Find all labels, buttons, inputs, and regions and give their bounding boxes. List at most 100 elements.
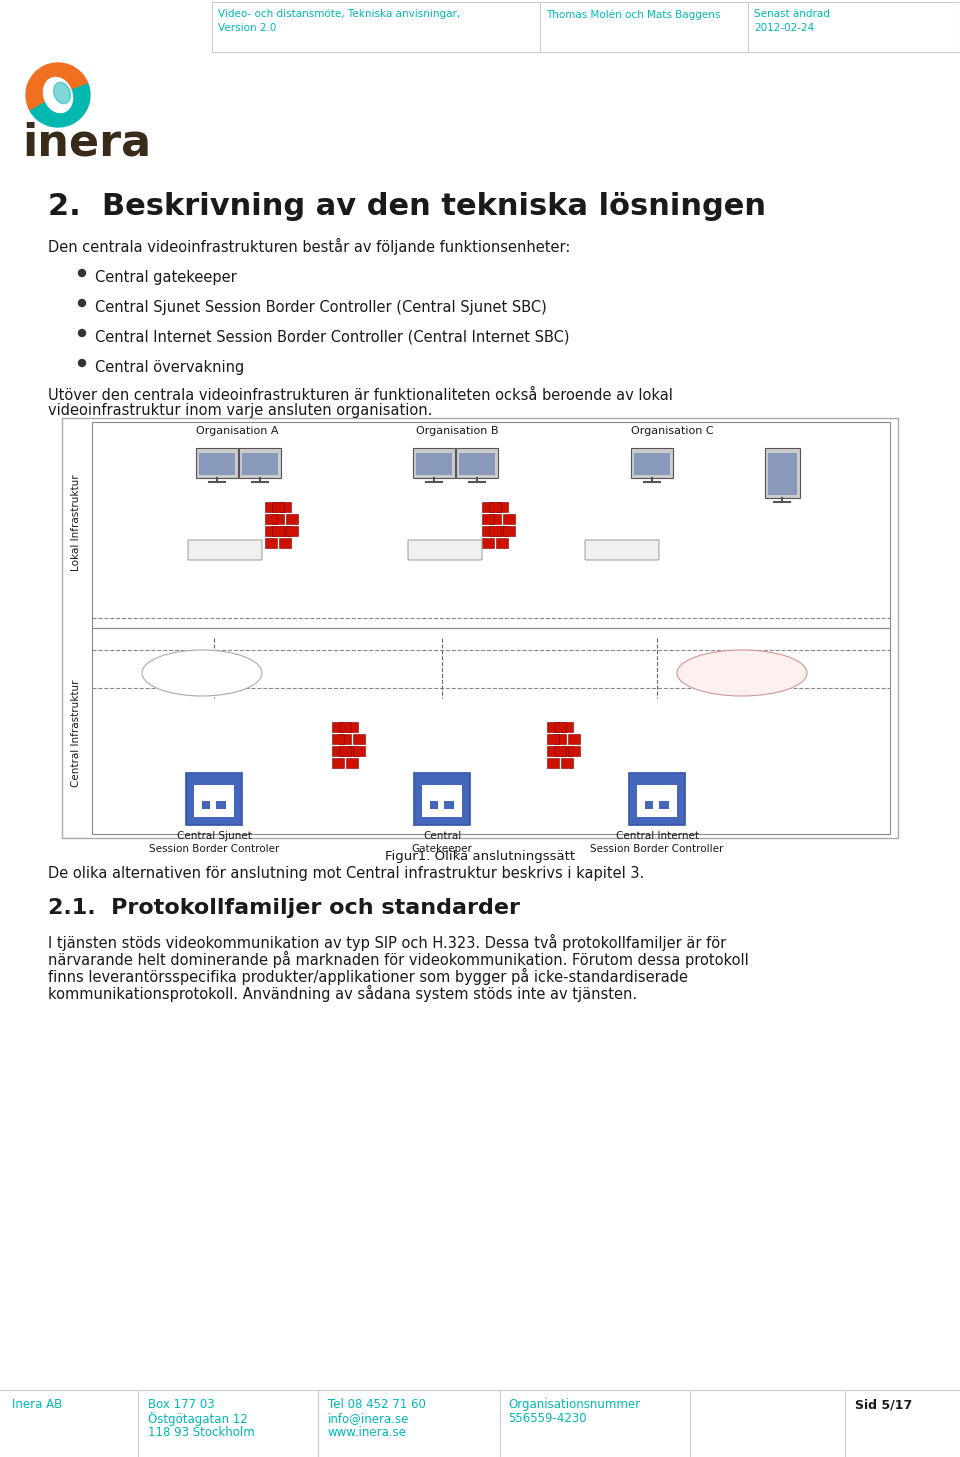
Text: Senast ändrad
2012-02-24: Senast ändrad 2012-02-24 bbox=[754, 9, 829, 34]
FancyBboxPatch shape bbox=[554, 734, 566, 745]
FancyBboxPatch shape bbox=[265, 514, 277, 525]
FancyBboxPatch shape bbox=[629, 774, 685, 825]
Circle shape bbox=[79, 300, 85, 306]
Text: Gatekeeper: Gatekeeper bbox=[415, 541, 475, 551]
FancyBboxPatch shape bbox=[547, 758, 559, 768]
FancyBboxPatch shape bbox=[92, 628, 890, 833]
Text: Central Internet Session Border Controller (Central Internet SBC): Central Internet Session Border Controll… bbox=[95, 329, 569, 345]
Text: Central Sjunet: Central Sjunet bbox=[177, 830, 252, 841]
FancyBboxPatch shape bbox=[489, 526, 501, 536]
FancyBboxPatch shape bbox=[279, 503, 291, 511]
FancyBboxPatch shape bbox=[186, 774, 242, 825]
FancyBboxPatch shape bbox=[631, 447, 673, 478]
FancyBboxPatch shape bbox=[456, 447, 498, 478]
Text: Sjunet: Sjunet bbox=[182, 659, 222, 672]
FancyBboxPatch shape bbox=[279, 526, 291, 536]
FancyBboxPatch shape bbox=[496, 503, 508, 511]
FancyBboxPatch shape bbox=[554, 723, 566, 731]
Ellipse shape bbox=[142, 650, 262, 696]
FancyBboxPatch shape bbox=[265, 538, 277, 548]
Text: 2.1.  Protokollfamiljer och standarder: 2.1. Protokollfamiljer och standarder bbox=[48, 898, 520, 918]
FancyBboxPatch shape bbox=[503, 526, 515, 536]
Circle shape bbox=[79, 360, 85, 367]
FancyBboxPatch shape bbox=[408, 541, 482, 559]
FancyBboxPatch shape bbox=[561, 746, 573, 756]
Text: Box 177 03: Box 177 03 bbox=[148, 1399, 215, 1410]
FancyBboxPatch shape bbox=[286, 514, 298, 525]
FancyBboxPatch shape bbox=[239, 447, 281, 478]
FancyBboxPatch shape bbox=[339, 746, 351, 756]
Ellipse shape bbox=[54, 82, 70, 103]
FancyBboxPatch shape bbox=[547, 734, 559, 745]
Text: Organisationsnummer: Organisationsnummer bbox=[508, 1399, 640, 1410]
Circle shape bbox=[79, 270, 85, 277]
FancyBboxPatch shape bbox=[482, 526, 494, 536]
Text: finns leverantörsspecifika produkter/applikationer som bygger på icke-standardis: finns leverantörsspecifika produkter/app… bbox=[48, 967, 688, 985]
Text: Organisation C: Organisation C bbox=[631, 425, 713, 436]
FancyBboxPatch shape bbox=[547, 723, 559, 731]
FancyBboxPatch shape bbox=[332, 734, 344, 745]
FancyBboxPatch shape bbox=[496, 538, 508, 548]
FancyBboxPatch shape bbox=[482, 503, 494, 511]
Text: I tjänsten stöds videokommunikation av typ SIP och H.323. Dessa två protokollfam: I tjänsten stöds videokommunikation av t… bbox=[48, 934, 727, 951]
Text: Gatekeeper: Gatekeeper bbox=[412, 844, 472, 854]
FancyBboxPatch shape bbox=[339, 723, 351, 731]
FancyBboxPatch shape bbox=[272, 514, 284, 525]
Text: Lokal Infrastruktur: Lokal Infrastruktur bbox=[71, 475, 81, 571]
FancyBboxPatch shape bbox=[482, 538, 494, 548]
Text: Sid 5/17: Sid 5/17 bbox=[855, 1399, 912, 1410]
FancyBboxPatch shape bbox=[346, 758, 358, 768]
Text: Session Border Controler: Session Border Controler bbox=[149, 844, 279, 854]
Text: Internet: Internet bbox=[717, 659, 767, 672]
Text: www.inera.se: www.inera.se bbox=[328, 1426, 407, 1440]
FancyBboxPatch shape bbox=[265, 503, 277, 511]
FancyBboxPatch shape bbox=[768, 453, 797, 495]
Text: kommunikationsprotokoll. Användning av sådana system stöds inte av tjänsten.: kommunikationsprotokoll. Användning av s… bbox=[48, 985, 637, 1002]
Wedge shape bbox=[31, 85, 90, 127]
FancyBboxPatch shape bbox=[202, 801, 210, 809]
FancyBboxPatch shape bbox=[92, 423, 890, 628]
FancyBboxPatch shape bbox=[568, 734, 580, 745]
FancyBboxPatch shape bbox=[62, 418, 898, 838]
FancyBboxPatch shape bbox=[422, 785, 462, 817]
Text: Central Sjunet Session Border Controller (Central Sjunet SBC): Central Sjunet Session Border Controller… bbox=[95, 300, 547, 315]
Text: Östgötagatan 12: Östgötagatan 12 bbox=[148, 1412, 248, 1426]
FancyBboxPatch shape bbox=[279, 538, 291, 548]
FancyBboxPatch shape bbox=[353, 734, 365, 745]
Circle shape bbox=[79, 329, 85, 337]
Text: Figur1. Olika anslutningssätt: Figur1. Olika anslutningssätt bbox=[385, 849, 575, 863]
FancyBboxPatch shape bbox=[568, 746, 580, 756]
FancyBboxPatch shape bbox=[272, 503, 284, 511]
FancyBboxPatch shape bbox=[482, 514, 494, 525]
Text: 556559-4230: 556559-4230 bbox=[508, 1412, 587, 1425]
Text: Central gatekeeper: Central gatekeeper bbox=[95, 270, 237, 286]
FancyBboxPatch shape bbox=[414, 774, 470, 825]
Text: 118 93 Stockholm: 118 93 Stockholm bbox=[148, 1426, 254, 1440]
FancyBboxPatch shape bbox=[496, 526, 508, 536]
Text: Tel 08 452 71 60: Tel 08 452 71 60 bbox=[328, 1399, 426, 1410]
Text: videoinfrastruktur inom varje ansluten organisation.: videoinfrastruktur inom varje ansluten o… bbox=[48, 404, 432, 418]
FancyBboxPatch shape bbox=[346, 723, 358, 731]
FancyBboxPatch shape bbox=[659, 801, 669, 809]
FancyBboxPatch shape bbox=[196, 447, 238, 478]
FancyBboxPatch shape bbox=[194, 785, 234, 817]
Text: Utöver den centrala videoinfrastrukturen är funktionaliteten också beroende av l: Utöver den centrala videoinfrastrukturen… bbox=[48, 388, 673, 404]
FancyBboxPatch shape bbox=[554, 746, 566, 756]
FancyBboxPatch shape bbox=[444, 801, 454, 809]
Text: inera: inera bbox=[22, 122, 151, 165]
Ellipse shape bbox=[677, 650, 807, 696]
FancyBboxPatch shape bbox=[286, 526, 298, 536]
FancyBboxPatch shape bbox=[346, 746, 358, 756]
FancyBboxPatch shape bbox=[489, 503, 501, 511]
Text: Central: Central bbox=[422, 830, 461, 841]
Text: närvarande helt dominerande på marknaden för videokommunikation. Förutom dessa p: närvarande helt dominerande på marknaden… bbox=[48, 951, 749, 967]
Text: VCSControl: VCSControl bbox=[196, 541, 254, 551]
Text: 2.  Beskrivning av den tekniska lösningen: 2. Beskrivning av den tekniska lösningen bbox=[48, 192, 766, 221]
Text: V2IU: V2IU bbox=[610, 541, 635, 551]
FancyBboxPatch shape bbox=[503, 514, 515, 525]
Text: Den centrala videoinfrastrukturen består av följande funktionsenheter:: Den centrala videoinfrastrukturen består… bbox=[48, 237, 570, 255]
FancyBboxPatch shape bbox=[332, 758, 344, 768]
FancyBboxPatch shape bbox=[265, 526, 277, 536]
Text: Session Border Controller: Session Border Controller bbox=[590, 844, 724, 854]
FancyBboxPatch shape bbox=[188, 541, 262, 559]
